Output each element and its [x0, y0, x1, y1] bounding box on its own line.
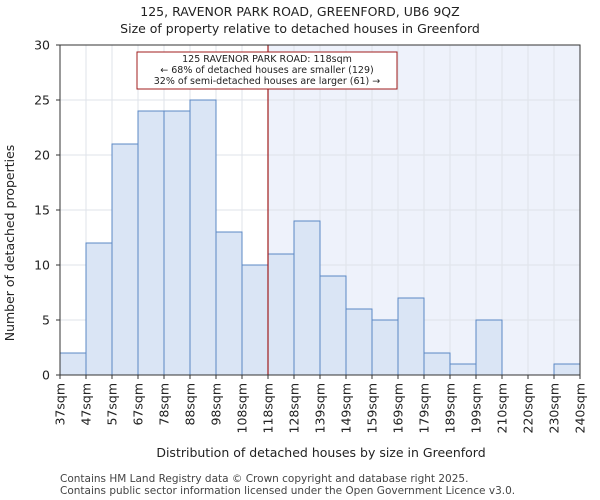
- x-tick-label: 220sqm: [521, 383, 536, 433]
- x-tick-label: 128sqm: [287, 383, 302, 433]
- bar-98sqm: [215, 231, 243, 376]
- x-tick-label: 159sqm: [365, 383, 380, 433]
- x-tick-label: 149sqm: [339, 383, 354, 433]
- x-tick-label: 179sqm: [417, 383, 432, 433]
- footer-line-2: Contains public sector information licen…: [60, 485, 516, 497]
- bar-47sqm: [85, 242, 113, 376]
- bar-78sqm: [163, 110, 191, 376]
- x-tick-label: 240sqm: [573, 383, 588, 433]
- bar-128sqm: [293, 220, 321, 376]
- x-tick-label: 98sqm: [209, 383, 224, 426]
- bar-57sqm: [111, 143, 139, 376]
- chart-title: 125, RAVENOR PARK ROAD, GREENFORD, UB6 9…: [140, 4, 460, 19]
- y-tick-label: 30: [34, 38, 50, 53]
- y-axis-ticks: 0 5 10 15 20 25 30: [34, 38, 60, 383]
- bar-230sqm: [553, 363, 581, 376]
- bar-159sqm: [371, 319, 399, 376]
- bars-group: [59, 99, 581, 376]
- x-tick-label: 47sqm: [79, 383, 94, 426]
- x-tick-label: 210sqm: [495, 383, 510, 433]
- bar-67sqm: [137, 110, 165, 376]
- annotation-frame: [136, 51, 398, 90]
- bar-118sqm: [267, 253, 295, 376]
- bar-88sqm: [189, 99, 217, 376]
- y-tick-label: 25: [34, 93, 50, 108]
- x-tick-label: 139sqm: [313, 383, 328, 433]
- bar-149sqm: [345, 308, 373, 376]
- chart-subtitle: Size of property relative to detached ho…: [120, 21, 480, 36]
- annotation-line-3: 32% of semi-detached houses are larger (…: [154, 76, 381, 87]
- x-tick-label: 230sqm: [547, 383, 562, 433]
- bar-199sqm: [475, 319, 503, 376]
- x-tick-label: 37sqm: [53, 383, 68, 426]
- x-tick-label: 169sqm: [391, 383, 406, 433]
- x-tick-label: 57sqm: [105, 383, 120, 426]
- bar-108sqm: [241, 264, 269, 376]
- x-tick-label: 199sqm: [469, 383, 484, 433]
- bar-189sqm: [449, 363, 477, 376]
- x-tick-label: 67sqm: [131, 383, 146, 426]
- y-tick-label: 5: [42, 313, 50, 328]
- x-tick-label: 189sqm: [443, 383, 458, 433]
- x-tick-label: 88sqm: [183, 383, 198, 426]
- bar-139sqm: [319, 275, 347, 376]
- y-axis-label: Number of detached properties: [2, 145, 17, 342]
- bar-169sqm: [397, 297, 425, 376]
- y-tick-label: 0: [42, 368, 50, 383]
- x-tick-label: 108sqm: [235, 383, 250, 433]
- y-tick-label: 15: [34, 203, 50, 218]
- footer-line-1: Contains HM Land Registry data © Crown c…: [60, 473, 469, 485]
- x-axis-ticks: 37sqm 47sqm 57sqm 67sqm 78sqm 88sqm 98sqm 108sq…: [53, 375, 588, 433]
- annotation-line-1: 125 RAVENOR PARK ROAD: 118sqm: [182, 54, 352, 65]
- x-tick-label: 118sqm: [261, 383, 276, 433]
- y-tick-label: 20: [34, 148, 50, 163]
- x-axis-label: Distribution of detached houses by size …: [156, 445, 485, 460]
- y-tick-label: 10: [34, 258, 50, 273]
- annotation-box: 125 RAVENOR PARK ROAD: 118sqm ← 68% of d…: [136, 51, 398, 90]
- bar-179sqm: [423, 352, 451, 376]
- x-tick-label: 78sqm: [157, 383, 172, 426]
- bar-37sqm: [59, 352, 87, 376]
- annotation-line-2: ← 68% of detached houses are smaller (12…: [160, 65, 373, 76]
